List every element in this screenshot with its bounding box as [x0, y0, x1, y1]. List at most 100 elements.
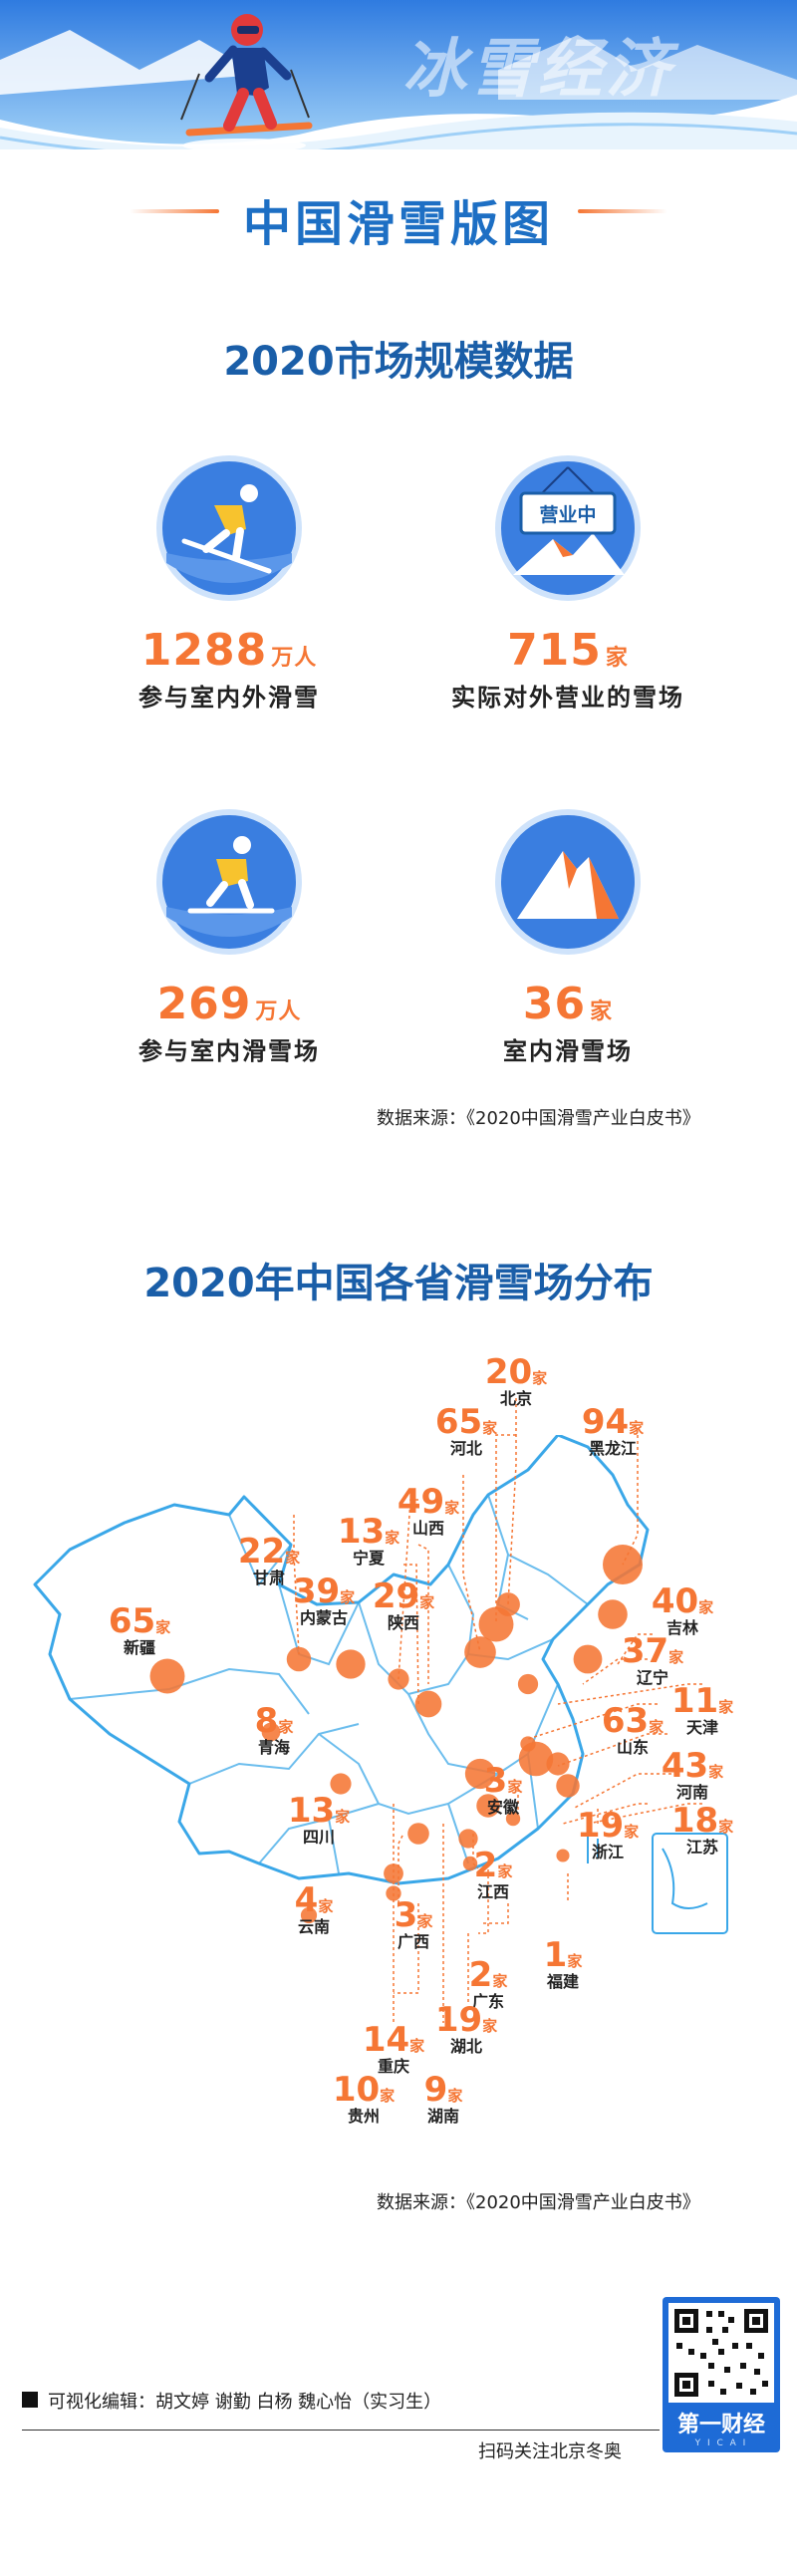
province-name: 四川: [302, 1828, 335, 1847]
province-count: 40: [651, 1581, 699, 1621]
province-name: 浙江: [591, 1843, 624, 1861]
province-count: 2: [468, 1955, 493, 1995]
province-label: 49家 山西: [389, 1485, 468, 1537]
header-banner: 冰雪经济: [0, 0, 797, 179]
province-label: 63家 山东: [593, 1704, 672, 1756]
province-label: 3家安徽: [463, 1764, 543, 1816]
province-name: 黑龙江: [588, 1439, 637, 1458]
brand-sub: Y I C A I: [694, 2438, 748, 2448]
qr-code-icon[interactable]: [663, 2297, 780, 2409]
province-name: 广西: [397, 1932, 429, 1951]
province-dot: [546, 1752, 570, 1776]
south-sea-inset: [652, 1833, 728, 1934]
province-label: 18家 江苏: [663, 1804, 742, 1856]
province-name: 湖北: [449, 2037, 482, 2056]
province-unit: 家: [482, 1419, 498, 1437]
province-count: 94: [581, 1402, 630, 1442]
province-count: 18: [670, 1801, 719, 1841]
province-count: 10: [332, 2070, 381, 2110]
province-label: 94家 黑龙江: [573, 1405, 653, 1457]
province-unit: 家: [417, 1912, 433, 1930]
province-label: 3家 广西: [374, 1898, 453, 1950]
province-count: 29: [372, 1576, 420, 1616]
province-name: 福建: [546, 1972, 579, 1991]
province-unit: 家: [419, 1593, 435, 1611]
province-name: 贵州: [347, 2107, 380, 2126]
province-unit: 家: [380, 2087, 396, 2105]
province-name: 江西: [476, 1882, 509, 1901]
province-count: 49: [397, 1482, 445, 1522]
taiwan-marks: [587, 1834, 599, 1863]
stat-number: 36 家: [522, 979, 614, 1029]
province-dot: [517, 1673, 539, 1695]
map-source: 数据来源：《2020中国滑雪产业白皮书》: [377, 2192, 700, 2213]
province-unit: 家: [285, 1549, 301, 1567]
province-label: 19家 浙江: [568, 1809, 648, 1860]
province-count: 19: [576, 1806, 625, 1846]
province-name: 河北: [449, 1439, 482, 1458]
map-section-title: 2020年中国各省滑雪场分布: [143, 1261, 654, 1306]
province-dot: [414, 1690, 442, 1718]
province-count: 11: [670, 1681, 719, 1721]
province-label: 11家 天津: [663, 1684, 742, 1736]
province-dot: [261, 1722, 281, 1742]
province-dot: [556, 1774, 580, 1798]
province-unit: 家: [567, 1952, 583, 1970]
province-count: 65: [108, 1601, 156, 1641]
province-dot: [330, 1773, 352, 1795]
province-label: 10家 贵州: [324, 2073, 403, 2125]
province-count: 13: [287, 1791, 336, 1831]
province-label: 22家 甘肃: [229, 1535, 309, 1586]
province-unit: 家: [507, 1778, 523, 1796]
province-dot: [505, 1811, 521, 1827]
province-unit: 家: [497, 1862, 513, 1880]
province-dot: [300, 1906, 318, 1924]
province-dot: [464, 1758, 496, 1790]
province-count: 4: [294, 1880, 319, 1920]
banner-background: [0, 0, 797, 149]
province-unit: 家: [340, 1588, 356, 1606]
province-label: 8家 青海: [234, 1704, 314, 1756]
province-label: 65家 新疆: [100, 1604, 179, 1656]
province-label: 29家 陕西: [364, 1579, 443, 1631]
snow-mountain-icon: [495, 809, 641, 955]
province-name: 甘肃: [252, 1569, 285, 1587]
province-name: 江苏: [685, 1838, 718, 1857]
province-label: 19家 湖北: [426, 2003, 506, 2055]
province-dot: [336, 1649, 366, 1679]
editors-credit: 可视化编辑：胡文婷 谢勤 白杨 魏心怡（实习生）: [48, 2392, 442, 2413]
province-label: 9家 湖南: [403, 2073, 483, 2125]
province-count: 39: [292, 1572, 341, 1611]
scan-prompt: 扫码关注北京冬奥: [478, 2441, 622, 2462]
open-sign-text: 营业中: [539, 503, 596, 526]
province-unit: 家: [708, 1763, 724, 1781]
province-label: 14家 重庆: [354, 2023, 433, 2075]
title-divider-left: [130, 209, 219, 213]
province-name: 新疆: [123, 1638, 155, 1657]
province-unit: 家: [385, 1529, 400, 1547]
leader-lines: [293, 1398, 702, 2023]
province-dot: [598, 1599, 628, 1629]
province-count: 3: [483, 1761, 508, 1801]
province-unit: 家: [718, 1698, 734, 1716]
province-unit: 家: [409, 2037, 425, 2055]
province-dot: [149, 1658, 185, 1694]
province-borders: [69, 1494, 589, 1874]
province-count: 65: [434, 1402, 483, 1442]
province-label: 43家 河南: [653, 1749, 732, 1801]
province-unit: 家: [335, 1808, 351, 1826]
qr-code-card[interactable]: 第一财经 Y I C A I: [663, 2297, 780, 2452]
province-count: 43: [661, 1746, 709, 1786]
province-unit: 家: [444, 1499, 460, 1517]
province-name: 山东: [616, 1738, 649, 1757]
province-count: 1: [543, 1935, 568, 1975]
province-name: 山西: [411, 1519, 444, 1538]
province-label: 2家 广东: [448, 1958, 528, 2010]
province-name: 安徽: [486, 1798, 519, 1817]
province-dot: [464, 1636, 496, 1668]
province-name: 湖南: [426, 2107, 459, 2126]
province-unit: 家: [624, 1823, 640, 1841]
province-unit: 家: [649, 1718, 664, 1736]
market-source: 数据来源：《2020中国滑雪产业白皮书》: [377, 1108, 700, 1129]
stat-participants: 1288 万人 参与室内外滑雪: [40, 453, 418, 713]
